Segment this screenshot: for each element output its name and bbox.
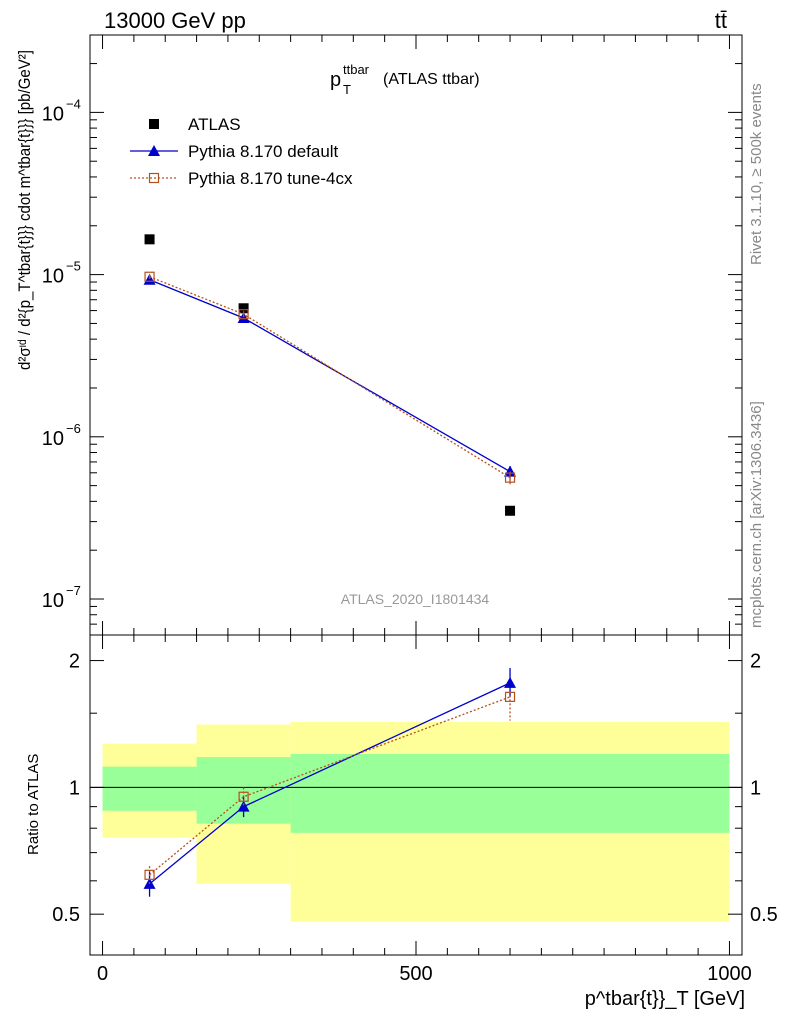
ratio-y-tick-label-right: 1 bbox=[750, 777, 761, 799]
ratio-point bbox=[504, 691, 516, 702]
legend-label-0: ATLAS bbox=[188, 115, 241, 134]
plot-title-sup: ttbar bbox=[343, 62, 370, 77]
series-line-2 bbox=[149, 276, 511, 479]
x-tick-label: 1000 bbox=[707, 963, 752, 985]
data-point bbox=[504, 465, 517, 477]
plot-title-suffix: (ATLAS ttbar) bbox=[383, 71, 480, 88]
legend-marker-0 bbox=[149, 119, 159, 129]
header-left: 13000 GeV pp bbox=[104, 8, 246, 33]
ratio-y-tick-label-left: 1 bbox=[69, 777, 80, 799]
ratio-point bbox=[504, 676, 517, 688]
legend-marker-2 bbox=[148, 172, 160, 184]
legend-label-2: Pythia 8.170 tune-4cx bbox=[188, 169, 353, 188]
main-y-tick-exponent: −6 bbox=[66, 421, 81, 436]
plot-title: p ttbar T (ATLAS ttbar) bbox=[330, 62, 480, 97]
main-y-tick-label: 10 bbox=[42, 103, 64, 125]
ratio-series bbox=[143, 668, 517, 897]
plot-title-sub: T bbox=[343, 82, 351, 97]
series-line-1 bbox=[149, 279, 511, 473]
main-y-tick-exponent: −4 bbox=[66, 96, 81, 111]
data-point bbox=[144, 271, 155, 282]
plot-title-main: p bbox=[330, 69, 341, 91]
data-point bbox=[237, 312, 250, 324]
x-tick-label: 500 bbox=[399, 963, 432, 985]
legend-label-1: Pythia 8.170 default bbox=[188, 142, 339, 161]
ratio-line-1 bbox=[149, 696, 511, 876]
main-y-tick-label: 10 bbox=[42, 266, 64, 288]
ratio-y-tick-label-right: 0.5 bbox=[750, 904, 778, 926]
ratio-y-tick-label-left: 2 bbox=[69, 651, 80, 673]
x-tick-label: 0 bbox=[97, 963, 108, 985]
main-y-tick-label: 10 bbox=[42, 590, 64, 612]
mcplots-label: mcplots.cern.ch [arXiv:1306.3436] bbox=[748, 401, 765, 628]
data-point bbox=[238, 303, 249, 314]
legend: ATLAS Pythia 8.170 default Pythia 8.170 tu… bbox=[130, 115, 353, 188]
ratio-y-tick-label-left: 0.5 bbox=[52, 904, 80, 926]
main-y-tick-exponent: −7 bbox=[66, 583, 81, 598]
data-point bbox=[504, 472, 516, 483]
main-y-tick-label: 10 bbox=[42, 428, 64, 450]
rivet-label: Rivet 3.1.10, ≥ 500k events bbox=[748, 83, 765, 265]
header-right: tt̄ bbox=[715, 8, 727, 33]
watermark: ATLAS_2020_I1801434 bbox=[341, 591, 490, 607]
ratio-point bbox=[238, 791, 249, 802]
main-y-axis-label: d²σᶦᵈ / d²{p_T^tbar{t}}} cdot m^tbar{t}}… bbox=[15, 50, 34, 370]
main-y-tick-exponent: −5 bbox=[66, 259, 81, 274]
data-point bbox=[505, 505, 516, 516]
data-point bbox=[238, 309, 249, 320]
ratio-point bbox=[237, 800, 250, 812]
data-point bbox=[143, 273, 156, 285]
ratio-y-axis-label: Ratio to ATLAS bbox=[25, 754, 42, 855]
ratio-uncertainty-bands bbox=[90, 721, 742, 922]
legend-marker-1 bbox=[148, 145, 160, 156]
data-point bbox=[144, 234, 155, 245]
ratio-y-tick-label-right: 2 bbox=[750, 651, 761, 673]
main-series bbox=[143, 234, 517, 516]
ratio-point bbox=[144, 869, 155, 880]
x-axis-label: p^tbar{t}}_T [GeV] bbox=[585, 988, 745, 1010]
band-inner-0 bbox=[102, 766, 197, 811]
band-inner-2 bbox=[290, 754, 730, 833]
